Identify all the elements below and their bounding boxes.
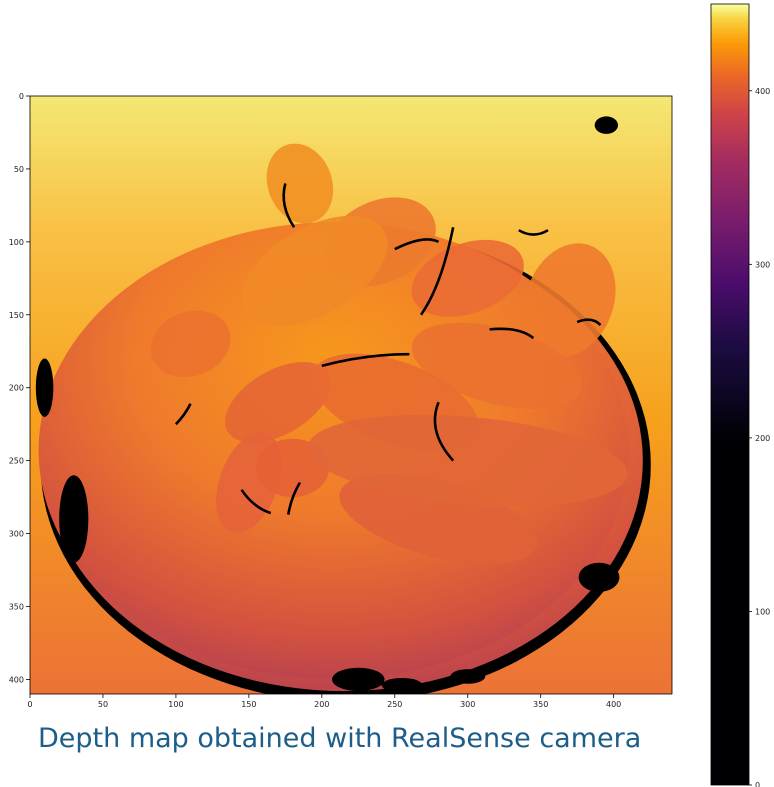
y-tick-label: 0 [19, 92, 24, 101]
object-region [411, 239, 524, 317]
y-tick-label: 400 [9, 675, 24, 684]
depth-hole [578, 562, 620, 592]
depth-hole [381, 677, 423, 693]
depth-hole-edge [489, 327, 535, 340]
depth-hole-edge [518, 229, 549, 236]
x-tick-label: 0 [27, 700, 32, 709]
object-region [150, 310, 231, 378]
depth-hole-edge [321, 352, 410, 368]
x-tick-label: 350 [533, 700, 548, 709]
depth-hole-edge [394, 238, 440, 251]
y-tick-label: 200 [9, 384, 24, 393]
y-tick-label: 50 [14, 165, 24, 174]
x-tick-label: 300 [460, 700, 475, 709]
object-region [225, 361, 332, 443]
depth-hole [35, 358, 54, 417]
x-tick-label: 100 [168, 700, 183, 709]
depth-hole-edge [419, 227, 455, 316]
y-tick-label: 100 [9, 238, 24, 247]
depth-hole [59, 475, 89, 563]
colorbar-tick-label: 200 [755, 434, 770, 443]
y-tick-label: 300 [9, 530, 24, 539]
object-region [411, 322, 583, 409]
colorbar-tick-label: 300 [755, 260, 770, 269]
object-region [524, 243, 616, 358]
colorbar-tick-label: 400 [755, 87, 770, 96]
caption: Depth map obtained with RealSense camera [38, 723, 642, 754]
object-region [241, 215, 388, 327]
y-tick-label: 150 [9, 311, 24, 320]
object-region [307, 414, 628, 507]
colorbar-tick-label: 0 [755, 781, 760, 787]
y-tick-label: 350 [9, 602, 24, 611]
depth-hole-edge [433, 401, 455, 462]
x-tick-label: 50 [98, 700, 108, 709]
depth-hole-edge [282, 183, 296, 228]
colorbar-tick-label: 100 [755, 607, 770, 616]
depth-hole-edge [174, 403, 192, 426]
depth-hole [594, 116, 619, 134]
object-region [339, 473, 538, 565]
x-tick-label: 200 [314, 700, 329, 709]
depth-hole-edge [286, 481, 302, 515]
x-tick-label: 150 [241, 700, 256, 709]
plot-frame [29, 95, 673, 695]
depth-hole [332, 667, 385, 692]
depth-hole-edge [240, 489, 272, 515]
x-tick-label: 400 [606, 700, 621, 709]
colorbar [710, 3, 750, 786]
x-tick-label: 250 [387, 700, 402, 709]
y-tick-label: 250 [9, 457, 24, 466]
depth-hole-edge [576, 318, 602, 326]
depth-hole [450, 669, 486, 684]
